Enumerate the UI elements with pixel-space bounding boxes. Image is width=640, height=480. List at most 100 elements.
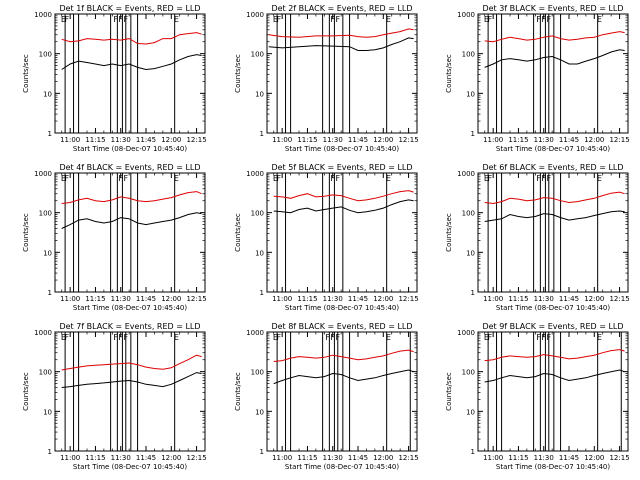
y-tick-label: 1000	[246, 170, 264, 178]
x-tick-label: 12:15	[398, 136, 418, 144]
events-rate-line	[273, 199, 414, 214]
y-axis-label: Counts/sec	[22, 213, 30, 252]
x-tick-label: 12:15	[186, 295, 206, 303]
y-axis-label: Counts/sec	[22, 372, 30, 411]
x-tick-label: 12:00	[373, 295, 393, 303]
x-tick-label: 11:00	[272, 454, 292, 462]
y-tick-label: 1000	[246, 11, 264, 19]
panel-title: Det 4f BLACK = Events, RED = LLD	[59, 163, 200, 172]
x-tick-label: 11:30	[323, 136, 343, 144]
x-tick-label: 11:45	[348, 136, 368, 144]
flag-marker: E	[174, 333, 179, 342]
flag-marker: F	[276, 333, 281, 342]
flag-marker: F	[541, 333, 546, 342]
x-axis-label: Start Time (08-Dec-07 10:45:40)	[496, 463, 610, 471]
flag-marker: F	[330, 174, 335, 183]
x-tick-label: 11:45	[559, 454, 579, 462]
panel-title: Det 9f BLACK = Events, RED = LLD	[482, 322, 623, 331]
flag-marker: E	[484, 333, 489, 342]
x-tick-label: 11:30	[323, 454, 343, 462]
flag-marker: F	[330, 15, 335, 24]
y-tick-label: 1000	[457, 329, 475, 337]
y-tick-label: 1	[471, 448, 475, 456]
y-tick-label: 1	[48, 448, 52, 456]
flag-marker: E	[61, 333, 66, 342]
y-tick-label: 10	[466, 90, 475, 98]
events-rate-line	[273, 369, 414, 385]
x-tick-label: 11:00	[483, 295, 503, 303]
events-rate-line	[61, 212, 202, 229]
plot-frame	[266, 172, 418, 293]
x-tick-label: 11:00	[60, 454, 80, 462]
y-tick-label: 100	[39, 51, 52, 59]
flag-marker: F	[330, 333, 335, 342]
x-tick-label: 12:00	[584, 295, 604, 303]
x-tick-label: 11:15	[508, 136, 528, 144]
x-tick-label: 11:30	[111, 295, 131, 303]
x-tick-label: 11:00	[272, 295, 292, 303]
y-axis-label: Counts/sec	[234, 372, 242, 411]
flag-marker: F	[118, 174, 123, 183]
x-tick-label: 11:00	[60, 136, 80, 144]
y-axis-label: Counts/sec	[22, 54, 30, 93]
y-tick-label: 10	[466, 408, 475, 416]
y-tick-label: 10	[43, 90, 52, 98]
y-tick-label: 100	[251, 210, 264, 218]
flag-marker: F	[64, 15, 69, 24]
events-rate-line	[484, 369, 625, 383]
x-tick-label: 11:15	[85, 136, 105, 144]
x-axis-label: Start Time (08-Dec-07 10:45:40)	[496, 304, 610, 312]
flag-marker: F	[487, 333, 492, 342]
flag-marker: F	[123, 15, 128, 24]
detector-panel: Det 5f BLACK = Events, RED = LLD 1 10 100 10…	[234, 163, 419, 312]
flag-marker: F	[325, 333, 330, 342]
x-tick-label: 11:30	[534, 136, 554, 144]
y-tick-label: 100	[39, 369, 52, 377]
y-axis-label: Counts/sec	[445, 54, 453, 93]
y-tick-label: 100	[462, 51, 475, 59]
panel-title: Det 8f BLACK = Events, RED = LLD	[271, 322, 412, 331]
flag-marker: E	[61, 15, 66, 24]
flag-marker: F	[541, 15, 546, 24]
x-tick-label: 11:00	[272, 136, 292, 144]
y-tick-label: 1	[260, 130, 264, 138]
flag-marker: F	[536, 174, 541, 183]
flag-marker: E	[597, 174, 602, 183]
y-tick-label: 100	[462, 210, 475, 218]
x-tick-label: 11:30	[323, 295, 343, 303]
x-tick-label: 12:00	[161, 454, 181, 462]
y-tick-label: 10	[43, 408, 52, 416]
events-rate-line	[61, 372, 202, 388]
flag-marker: F	[123, 333, 128, 342]
y-tick-label: 1000	[246, 329, 264, 337]
y-tick-label: 10	[255, 90, 264, 98]
y-tick-label: 1000	[34, 170, 52, 178]
detector-panel: Det 2f BLACK = Events, RED = LLD 1 10 100 10…	[234, 4, 419, 153]
flag-marker: E	[597, 333, 602, 342]
lld-rate-line	[484, 349, 625, 362]
x-tick-label: 11:45	[136, 136, 156, 144]
x-tick-label: 11:15	[297, 454, 317, 462]
flag-marker: E	[484, 15, 489, 24]
x-tick-label: 12:15	[186, 454, 206, 462]
plot-frame	[54, 331, 206, 452]
detector-panel: Det 7f BLACK = Events, RED = LLD 1 10 100 10…	[22, 322, 207, 471]
plot-frame	[54, 13, 206, 134]
x-axis-label: Start Time (08-Dec-07 10:45:40)	[285, 463, 399, 471]
x-tick-label: 11:45	[136, 295, 156, 303]
lld-rate-line	[484, 31, 625, 43]
x-tick-label: 11:15	[508, 295, 528, 303]
y-tick-label: 100	[462, 369, 475, 377]
flag-marker: F	[118, 15, 123, 24]
x-tick-label: 11:45	[348, 454, 368, 462]
x-tick-label: 12:00	[584, 136, 604, 144]
x-tick-label: 11:30	[111, 454, 131, 462]
x-tick-label: 12:00	[373, 454, 393, 462]
flag-marker: E	[273, 15, 278, 24]
x-tick-label: 12:15	[609, 454, 629, 462]
y-tick-label: 10	[255, 249, 264, 257]
flag-marker: F	[546, 333, 551, 342]
y-tick-label: 10	[43, 249, 52, 257]
lld-rate-line	[273, 190, 414, 202]
x-axis-label: Start Time (08-Dec-07 10:45:40)	[496, 145, 610, 153]
